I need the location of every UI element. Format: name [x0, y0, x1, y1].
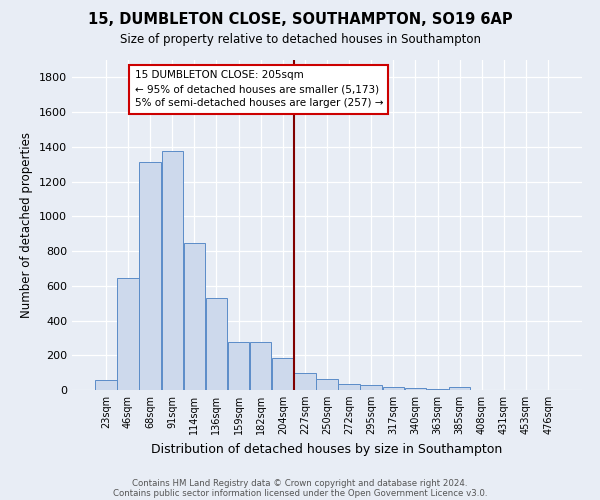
Bar	[449, 388, 470, 390]
Bar	[338, 384, 360, 390]
Bar	[184, 243, 205, 390]
Bar	[427, 389, 448, 390]
Y-axis label: Number of detached properties: Number of detached properties	[20, 132, 34, 318]
Bar	[250, 342, 271, 390]
Bar	[383, 386, 404, 390]
Bar	[117, 278, 139, 390]
Bar	[316, 378, 338, 390]
Bar	[161, 151, 183, 390]
Bar	[361, 385, 382, 390]
Text: Size of property relative to detached houses in Southampton: Size of property relative to detached ho…	[119, 32, 481, 46]
Text: 15, DUMBLETON CLOSE, SOUTHAMPTON, SO19 6AP: 15, DUMBLETON CLOSE, SOUTHAMPTON, SO19 6…	[88, 12, 512, 28]
Bar	[95, 380, 116, 390]
Text: Contains HM Land Registry data © Crown copyright and database right 2024.: Contains HM Land Registry data © Crown c…	[132, 478, 468, 488]
Bar	[139, 162, 161, 390]
Bar	[272, 358, 293, 390]
X-axis label: Distribution of detached houses by size in Southampton: Distribution of detached houses by size …	[151, 442, 503, 456]
Bar	[206, 298, 227, 390]
Text: 15 DUMBLETON CLOSE: 205sqm
← 95% of detached houses are smaller (5,173)
5% of se: 15 DUMBLETON CLOSE: 205sqm ← 95% of deta…	[134, 70, 383, 108]
Bar	[228, 342, 249, 390]
Bar	[294, 372, 316, 390]
Text: Contains public sector information licensed under the Open Government Licence v3: Contains public sector information licen…	[113, 488, 487, 498]
Bar	[405, 388, 426, 390]
